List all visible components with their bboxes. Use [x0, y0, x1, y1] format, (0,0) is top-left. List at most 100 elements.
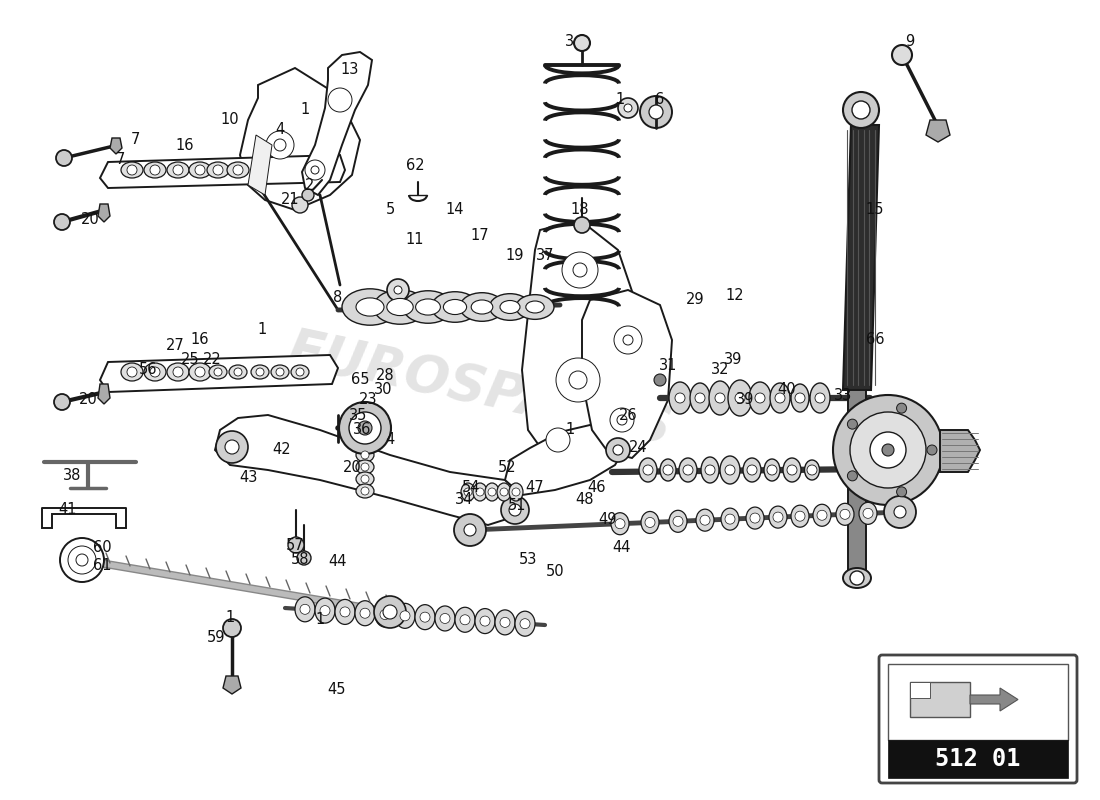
Circle shape: [847, 419, 857, 429]
Text: 24: 24: [629, 441, 647, 455]
Text: 54: 54: [462, 481, 481, 495]
Circle shape: [296, 368, 304, 376]
Ellipse shape: [746, 507, 764, 529]
Circle shape: [173, 165, 183, 175]
Text: 21: 21: [280, 193, 299, 207]
Circle shape: [420, 612, 430, 622]
Text: EUROSPARES: EUROSPARES: [283, 324, 676, 456]
Circle shape: [884, 496, 916, 528]
Text: 17: 17: [471, 227, 490, 242]
Ellipse shape: [764, 459, 780, 481]
Circle shape: [394, 286, 402, 294]
Bar: [888, 740, 1068, 778]
Circle shape: [68, 546, 96, 574]
Ellipse shape: [471, 300, 493, 314]
Ellipse shape: [742, 458, 761, 482]
Circle shape: [360, 608, 370, 618]
Text: 29: 29: [685, 293, 704, 307]
Circle shape: [126, 367, 138, 377]
Polygon shape: [302, 52, 372, 195]
Circle shape: [213, 165, 223, 175]
Text: 23: 23: [359, 393, 377, 407]
Circle shape: [500, 496, 529, 524]
Ellipse shape: [728, 380, 752, 416]
Circle shape: [274, 139, 286, 151]
Ellipse shape: [485, 483, 499, 501]
Ellipse shape: [295, 597, 315, 622]
Polygon shape: [214, 415, 522, 525]
Text: 3: 3: [565, 34, 574, 50]
Circle shape: [896, 403, 906, 413]
Circle shape: [773, 512, 783, 522]
Circle shape: [500, 618, 510, 627]
Ellipse shape: [515, 611, 535, 636]
Circle shape: [840, 510, 850, 519]
Text: 51: 51: [508, 498, 526, 513]
Ellipse shape: [495, 610, 515, 635]
Circle shape: [606, 438, 630, 462]
Ellipse shape: [271, 365, 289, 379]
Ellipse shape: [720, 508, 739, 530]
Ellipse shape: [251, 365, 270, 379]
Polygon shape: [940, 430, 980, 472]
Ellipse shape: [292, 365, 309, 379]
Text: 25: 25: [180, 353, 199, 367]
Text: 512 01: 512 01: [935, 747, 1021, 771]
Polygon shape: [970, 688, 1018, 711]
Circle shape: [480, 616, 490, 626]
Ellipse shape: [843, 568, 871, 588]
Polygon shape: [848, 390, 866, 570]
Text: 39: 39: [724, 353, 743, 367]
Circle shape: [374, 596, 406, 628]
Ellipse shape: [356, 448, 374, 462]
Text: 41: 41: [58, 502, 77, 518]
Ellipse shape: [813, 504, 830, 526]
Text: 49: 49: [598, 513, 617, 527]
Text: 10: 10: [221, 113, 240, 127]
Text: 45: 45: [328, 682, 346, 698]
Circle shape: [512, 488, 520, 496]
Text: 60: 60: [92, 541, 111, 555]
Ellipse shape: [431, 292, 478, 322]
Circle shape: [520, 618, 530, 629]
Polygon shape: [248, 135, 272, 195]
Circle shape: [574, 35, 590, 51]
Ellipse shape: [356, 298, 384, 316]
Ellipse shape: [434, 606, 455, 631]
Text: 15: 15: [866, 202, 884, 218]
Text: 1: 1: [316, 613, 324, 627]
Circle shape: [614, 326, 642, 354]
Text: 2: 2: [306, 178, 315, 193]
Text: 16: 16: [190, 333, 209, 347]
Circle shape: [460, 614, 470, 625]
Circle shape: [649, 105, 663, 119]
Ellipse shape: [315, 598, 336, 623]
Ellipse shape: [769, 506, 786, 528]
Circle shape: [500, 488, 508, 496]
Circle shape: [725, 465, 735, 475]
Circle shape: [349, 412, 381, 444]
Circle shape: [509, 504, 521, 516]
Circle shape: [546, 428, 570, 452]
Circle shape: [76, 554, 88, 566]
Ellipse shape: [229, 365, 248, 379]
Text: 58: 58: [290, 553, 309, 567]
Ellipse shape: [701, 457, 719, 483]
Ellipse shape: [610, 513, 629, 534]
Circle shape: [815, 393, 825, 403]
Circle shape: [60, 538, 104, 582]
Ellipse shape: [696, 509, 714, 531]
Circle shape: [695, 393, 705, 403]
Circle shape: [870, 432, 906, 468]
Polygon shape: [582, 290, 672, 458]
Ellipse shape: [356, 484, 374, 498]
Text: 56: 56: [139, 362, 157, 378]
Circle shape: [387, 279, 409, 301]
Circle shape: [569, 371, 587, 389]
Circle shape: [618, 98, 638, 118]
Ellipse shape: [791, 505, 808, 527]
Text: 7: 7: [130, 133, 140, 147]
Circle shape: [358, 421, 372, 435]
Text: 39: 39: [736, 393, 755, 407]
Ellipse shape: [121, 162, 143, 178]
